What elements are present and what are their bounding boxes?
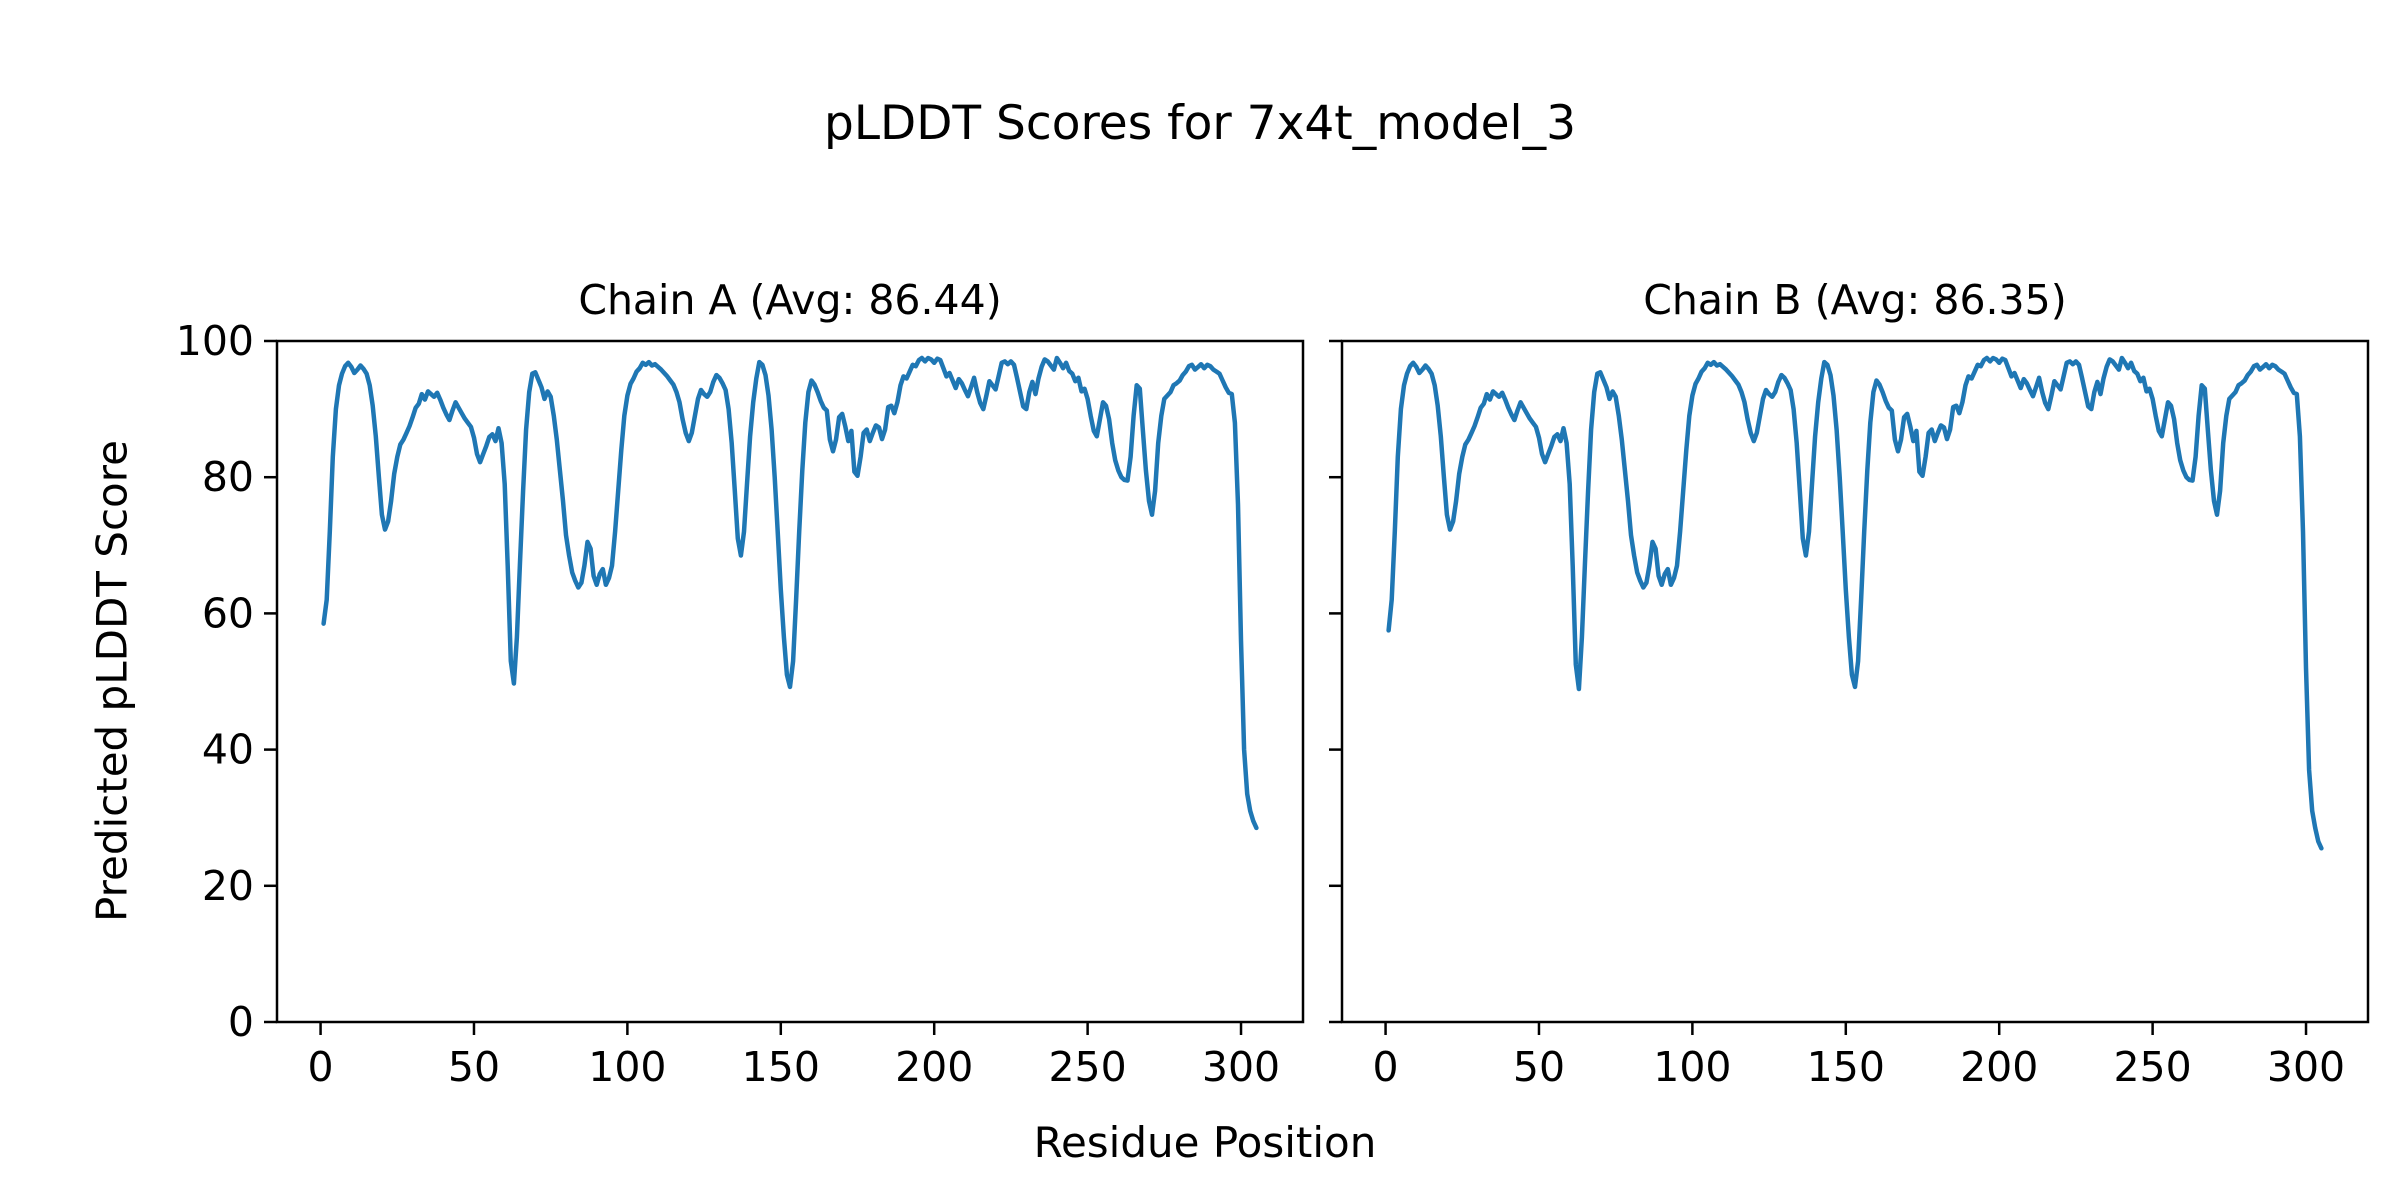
x-tick-label: 0 [308, 1043, 334, 1091]
y-tick-label: 40 [202, 726, 254, 774]
plddt-line-chain-a [321, 355, 1259, 831]
x-tick-label: 150 [1807, 1043, 1885, 1091]
x-tick-label: 300 [1202, 1043, 1280, 1091]
figure-title: pLDDT Scores for 7x4t_model_3 [824, 96, 1576, 151]
x-tick-label: 150 [742, 1043, 820, 1091]
chain-a-title: Chain A (Avg: 86.44) [578, 276, 1002, 324]
x-tick-label: 100 [588, 1043, 666, 1091]
x-tick-label: 50 [1513, 1043, 1565, 1091]
x-tick-label: 250 [1048, 1043, 1126, 1091]
axes-spines [275, 339, 1305, 1024]
chain-a-axes: 0 50 100 150 200 250 300 0 20 40 60 80 100 [176, 317, 1305, 1091]
x-tick-label: 300 [2267, 1043, 2345, 1091]
plddt-line-chain-b [1386, 355, 2324, 851]
y-tick-label: 60 [202, 589, 254, 637]
x-tick-label: 200 [1960, 1043, 2038, 1091]
y-tick-label: 80 [202, 453, 254, 501]
x-tick-label: 0 [1373, 1043, 1399, 1091]
x-tick-label: 100 [1653, 1043, 1731, 1091]
y-tick-label: 20 [202, 862, 254, 910]
x-axis-label: Residue Position [1033, 1118, 1377, 1167]
y-tick-label: 0 [228, 998, 254, 1046]
x-tick-label: 250 [2113, 1043, 2191, 1091]
axes-spines [1340, 339, 2370, 1024]
chain-b-axes: 0 50 100 150 200 250 300 [1329, 339, 2370, 1091]
y-tick-label: 100 [176, 317, 254, 365]
x-tick-label: 200 [895, 1043, 973, 1091]
x-tick-label: 50 [448, 1043, 500, 1091]
chain-b-title: Chain B (Avg: 86.35) [1643, 276, 2067, 324]
